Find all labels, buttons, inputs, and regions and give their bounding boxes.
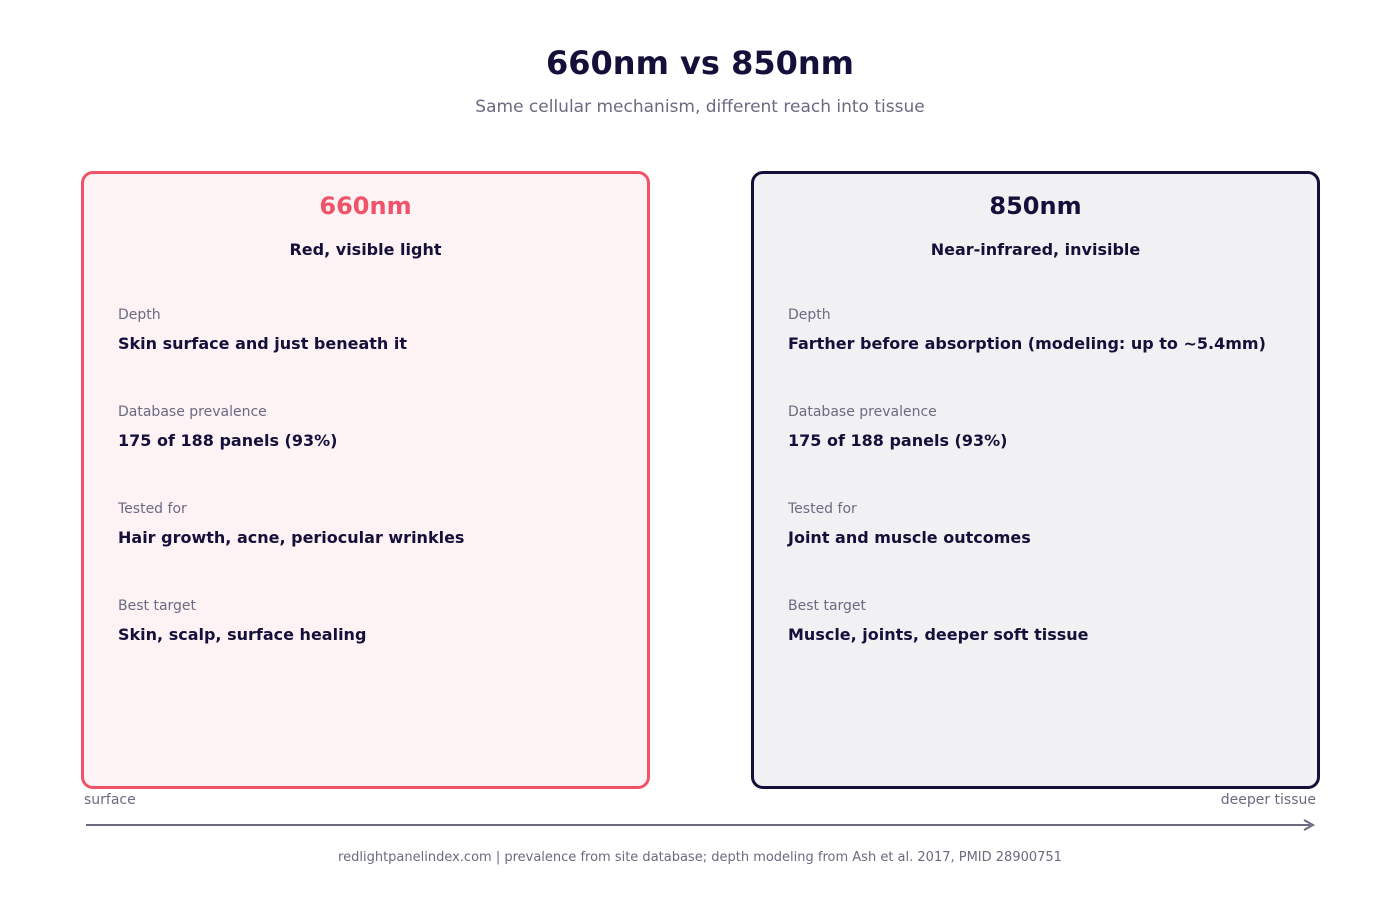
axis-label-surface: surface [84,792,136,808]
axis-label-deeper-tissue: deeper tissue [1220,792,1316,808]
arrow-head-icon [1303,819,1316,831]
field-depth: Depth Skin surface and just beneath it [118,307,637,353]
depth-axis-arrow [86,819,1316,831]
field-label: Database prevalence [788,404,937,420]
field-tested-for: Tested for Hair growth, acne, periocular… [118,501,637,547]
field-value: 175 of 188 panels (93%) [788,431,1008,450]
field-value: Joint and muscle outcomes [788,528,1031,547]
card-660nm: 660nm Red, visible light Depth Skin surf… [81,171,650,789]
field-depth: Depth Farther before absorption (modelin… [788,307,1307,353]
field-label: Database prevalence [118,404,267,420]
field-label: Best target [118,598,197,614]
card-subtitle: Red, visible light [289,240,442,259]
field-value: Farther before absorption (modeling: up … [788,334,1266,353]
field-best-target: Best target Muscle, joints, deeper soft … [788,598,1307,644]
field-value: Hair growth, acne, periocular wrinkles [118,528,465,547]
card-850nm: 850nm Near-infrared, invisible Depth Far… [751,171,1320,789]
field-database-prevalence: Database prevalence 175 of 188 panels (9… [788,404,1307,450]
card-title: 660nm [319,192,412,220]
field-label: Tested for [118,501,187,517]
field-label: Depth [788,307,831,323]
field-label: Tested for [788,501,857,517]
field-best-target: Best target Skin, scalp, surface healing [118,598,637,644]
field-value: Muscle, joints, deeper soft tissue [788,625,1089,644]
card-title: 850nm [989,192,1082,220]
field-value: Skin surface and just beneath it [118,334,407,353]
field-label: Depth [118,307,161,323]
field-value: Skin, scalp, surface healing [118,625,367,644]
card-subtitle: Near-infrared, invisible [930,240,1141,259]
field-value: 175 of 188 panels (93%) [118,431,338,450]
field-database-prevalence: Database prevalence 175 of 188 panels (9… [118,404,637,450]
footer-source: redlightpanelindex.com | prevalence from… [338,850,1062,865]
field-label: Best target [788,598,867,614]
page-title: 660nm vs 850nm [545,44,855,82]
page-subtitle: Same cellular mechanism, different reach… [475,97,925,117]
field-tested-for: Tested for Joint and muscle outcomes [788,501,1307,547]
